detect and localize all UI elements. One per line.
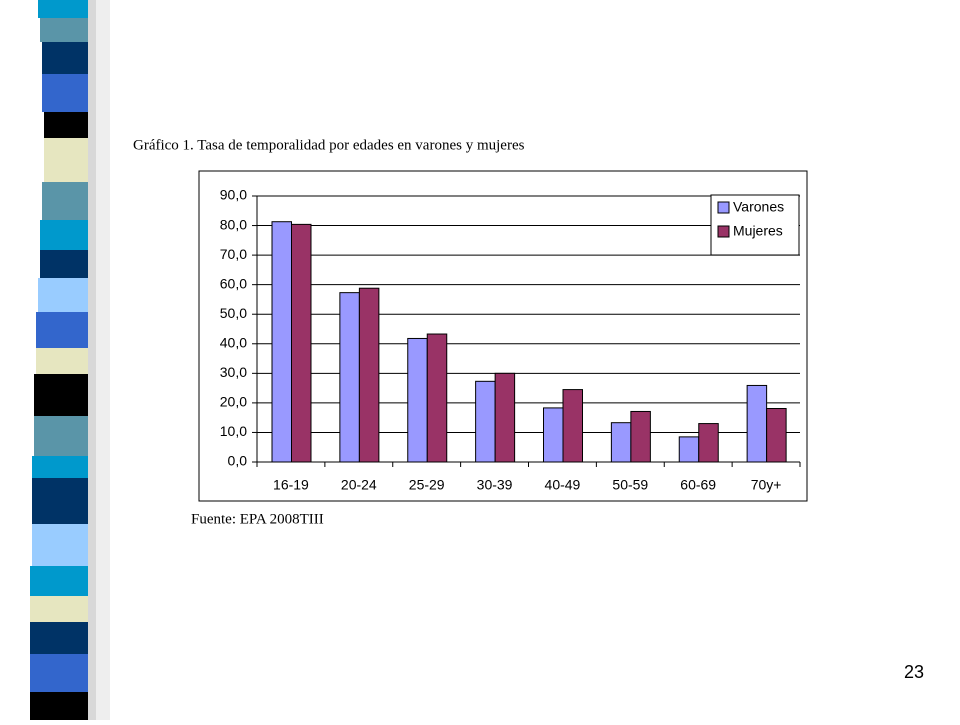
bar [698,423,719,463]
decor-stripe [30,0,110,720]
chart-title: Gráfico 1. Tasa de temporalidad por edad… [133,137,525,153]
legend-label: Varones [733,199,784,215]
bar [407,337,428,463]
x-tick-label: 50-59 [612,477,648,493]
y-tick-label: 10,0 [220,423,247,439]
x-tick-label: 20-24 [341,477,377,493]
bar [746,384,768,463]
x-tick-label: 40-49 [545,477,581,493]
bar [630,410,651,463]
y-tick-label: 80,0 [220,216,247,232]
y-tick-label: 50,0 [220,305,247,321]
bar [291,223,312,463]
bar [562,389,583,463]
bar [271,221,292,463]
bar [610,422,632,463]
x-tick-label: 70y+ [751,477,782,493]
y-tick-label: 30,0 [220,364,247,380]
x-tick-label: 25-29 [409,477,445,493]
bar [475,380,496,463]
bar [766,408,787,463]
y-tick-label: 90,0 [220,187,247,203]
slide-number: 23 [904,662,924,682]
y-tick-label: 70,0 [220,246,247,262]
bar [543,407,564,463]
x-tick-label: 60-69 [680,477,716,493]
y-tick-label: 0,0 [228,453,248,469]
y-tick-label: 40,0 [220,334,247,350]
bar [678,436,700,463]
legend-swatch [717,201,730,214]
y-tick-label: 60,0 [220,275,247,291]
x-tick-label: 30-39 [477,477,513,493]
bar [339,292,360,463]
source-note: Fuente: EPA 2008TIII [191,511,324,527]
bar [426,333,448,463]
x-tick-label: 16-19 [273,477,309,493]
legend-swatch [717,225,730,238]
bar [494,372,516,463]
legend-label: Mujeres [733,223,783,239]
bar [358,287,380,463]
y-tick-label: 20,0 [220,394,247,410]
